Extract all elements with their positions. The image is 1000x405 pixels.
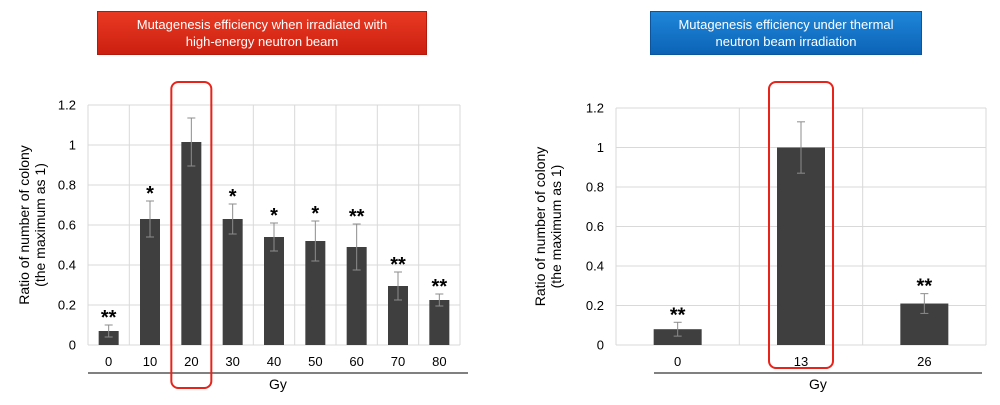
- left-bar: [305, 241, 326, 345]
- left-x-axis-title: Gy: [269, 376, 287, 392]
- left-y-tick-label: 0: [69, 338, 76, 353]
- left-bar: [140, 219, 160, 345]
- right-y-tick-label: 0.2: [586, 298, 604, 313]
- left-bar: [346, 247, 367, 345]
- left-y-tick-label: 0.4: [58, 258, 76, 273]
- right-y-tick-label: 0.8: [586, 180, 604, 195]
- right-y-tick-label: 0.4: [586, 259, 604, 274]
- right-y-tick-label: 0: [597, 338, 604, 353]
- right-chart-title: Mutagenesis efficiency under thermal neu…: [650, 11, 922, 55]
- left-chart-title-line-2: high-energy neutron beam: [185, 34, 339, 49]
- left-y-tick-label: 0.8: [58, 178, 76, 193]
- right-significance-label: **: [670, 304, 686, 326]
- right-y-tick-label: 0.6: [586, 219, 604, 234]
- right-y-tick-label: 1.2: [586, 101, 604, 116]
- left-x-tick-label: 50: [308, 354, 322, 369]
- left-bar: [98, 331, 119, 345]
- left-significance-label: **: [349, 206, 365, 228]
- left-bar: [388, 286, 408, 345]
- right-significance-label: **: [917, 276, 933, 298]
- left-x-tick-label: 0: [105, 354, 112, 369]
- left-chart-title-line-1: Mutagenesis efficiency when irradiated w…: [136, 17, 388, 32]
- left-significance-label: *: [270, 205, 278, 227]
- left-chart-title: Mutagenesis efficiency when irradiated w…: [97, 11, 427, 55]
- right-x-tick-label: 13: [794, 354, 808, 369]
- left-significance-label: **: [390, 254, 406, 276]
- left-bar: [181, 142, 202, 345]
- left-x-tick-label: 80: [432, 354, 446, 369]
- right-bar: [653, 329, 702, 345]
- right-x-tick-label: 0: [674, 354, 681, 369]
- left-x-tick-label: 30: [225, 354, 239, 369]
- left-x-tick-label: 60: [349, 354, 363, 369]
- left-x-tick-label: 70: [391, 354, 405, 369]
- left-y-axis-title-line: (the maximum as 1): [32, 163, 48, 287]
- right-y-tick-label: 1: [597, 140, 604, 155]
- left-bar: [264, 237, 284, 345]
- left-significance-label: **: [432, 276, 448, 298]
- right-y-axis-title-line: (the maximum as 1): [548, 165, 564, 289]
- left-bar: [222, 219, 243, 345]
- right-highlight-box: [768, 81, 834, 369]
- left-y-tick-label: 0.2: [58, 298, 76, 313]
- left-bar: [429, 300, 450, 345]
- left-significance-label: *: [146, 183, 154, 205]
- right-y-axis-title-line: Ratio of number of colony: [532, 147, 548, 307]
- right-x-axis-title: Gy: [809, 376, 827, 392]
- right-chart-title-line-1: Mutagenesis efficiency under thermal: [678, 17, 894, 32]
- right-bar: [777, 147, 825, 345]
- left-significance-label: *: [311, 203, 319, 225]
- left-y-tick-label: 1: [69, 138, 76, 153]
- right-x-tick-label: 26: [917, 354, 931, 369]
- left-highlight-box: [170, 81, 213, 389]
- left-y-axis-title-line: Ratio of number of colony: [16, 145, 32, 305]
- left-x-tick-label: 20: [184, 354, 198, 369]
- left-significance-label: *: [229, 186, 237, 208]
- left-y-tick-label: 1.2: [58, 98, 76, 113]
- left-x-tick-label: 10: [143, 354, 157, 369]
- right-chart-title-line-2: neutron beam irradiation: [715, 34, 857, 49]
- left-y-tick-label: 0.6: [58, 218, 76, 233]
- left-significance-label: **: [101, 307, 117, 329]
- left-x-tick-label: 40: [267, 354, 281, 369]
